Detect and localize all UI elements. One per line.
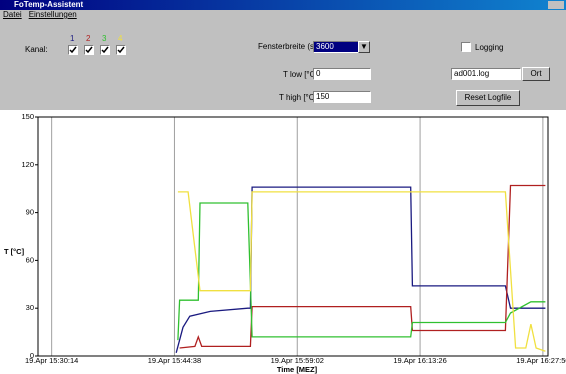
y-tick-label: 120 (21, 160, 34, 169)
channel-checkbox[interactable] (100, 45, 110, 55)
x-tick-label: 19.Apr 16:27:50 (516, 356, 566, 365)
x-axis-label: Time [MEZ] (277, 365, 318, 374)
series-line (177, 202, 546, 341)
y-tick-label: 60 (26, 255, 34, 264)
y-tick-label: 150 (21, 112, 34, 121)
series-line (177, 191, 546, 352)
x-tick-label: 19.Apr 15:59:02 (271, 356, 324, 365)
thigh-label: T high [°C] (279, 93, 317, 102)
thigh-input[interactable]: 150 (313, 91, 371, 103)
series-line (179, 184, 546, 349)
dropdown-arrow[interactable]: ▼ (358, 41, 370, 53)
button-label: Ort (530, 69, 542, 78)
x-tick-label: 19.Apr 15:30:14 (25, 356, 78, 365)
menu-item[interactable]: Einstellungen (28, 10, 77, 19)
channel-number: 2 (86, 34, 91, 43)
y-tick-label: 30 (26, 303, 34, 312)
thigh-value: 150 (316, 92, 330, 101)
logfile-value: ad001.log (454, 69, 490, 78)
window-title: FoTemp-Assistent (14, 0, 84, 9)
x-tick-label: 19.Apr 16:13:26 (393, 356, 446, 365)
y-tick-label: 0 (30, 351, 34, 360)
width-select[interactable]: 3600 (313, 41, 363, 53)
chart: T [°C] Time [MEZ] 19.Apr 15:30:14 19.Apr … (0, 110, 566, 374)
window-buttons[interactable] (548, 1, 564, 9)
width-label: Fensterbreite (s) (258, 42, 317, 51)
location-button[interactable]: Ort (522, 67, 550, 81)
channel-number: 3 (102, 34, 107, 43)
logfile-input[interactable]: ad001.log (451, 68, 521, 80)
x-tick-label: 19.Apr 15:44:38 (148, 356, 201, 365)
tlow-input[interactable]: 0 (313, 68, 371, 80)
chart-background (0, 110, 566, 374)
logging-checkbox[interactable] (461, 42, 471, 52)
channel-checkbox[interactable] (116, 45, 126, 55)
tlow-label: T low [°C] (283, 70, 318, 79)
channel-number: 1 (70, 34, 75, 43)
menu-bar: Datei Einstellungen (0, 10, 566, 20)
y-axis-label: T [°C] (4, 247, 25, 256)
plot-frame (37, 116, 549, 357)
title-bar: FoTemp-Assistent (0, 0, 566, 10)
y-tick-label: 90 (26, 208, 34, 217)
logging-label: Logging (475, 43, 504, 52)
channel-number: 4 (118, 34, 123, 43)
tlow-value: 0 (316, 69, 321, 78)
channel-label: Kanal: (25, 45, 48, 54)
channel-checkbox[interactable] (84, 45, 94, 55)
button-label: Reset Logfile (464, 93, 512, 102)
reset-button[interactable]: Reset Logfile (456, 90, 520, 106)
channel-checkbox[interactable] (68, 45, 78, 55)
menu-item[interactable]: Datei (3, 10, 22, 19)
width-value: 3600 (316, 42, 334, 51)
